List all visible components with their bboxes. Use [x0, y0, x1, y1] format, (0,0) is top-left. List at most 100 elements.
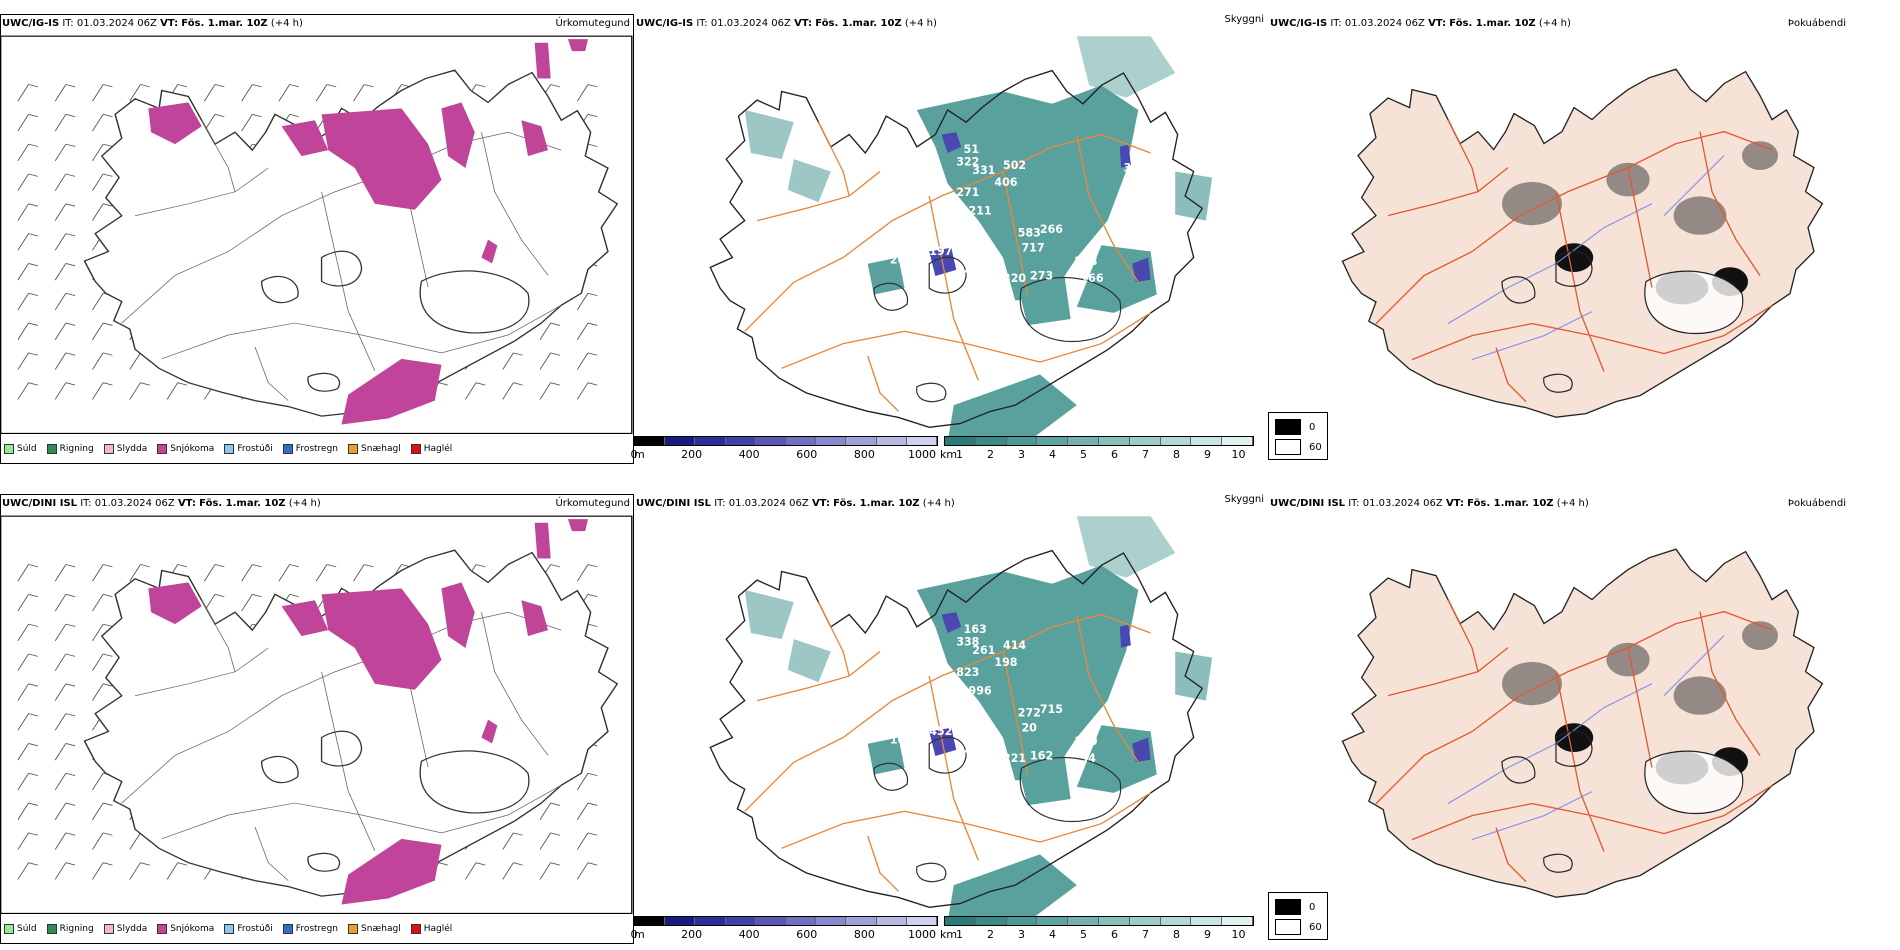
- vis-value-label: 258: [1074, 255, 1097, 268]
- valid-time: Fös. 1.mar. 10Z: [833, 498, 920, 509]
- param-precip-type: Úrkomutegund: [555, 498, 630, 509]
- vis-value-label: 221: [1003, 752, 1026, 765]
- unit-km: km: [940, 448, 958, 461]
- fog-panel: UWC/IG-IS IT: 01.03.2024 06Z VT: Fös. 1.…: [1268, 14, 1900, 464]
- panel-header: UWC/DINI ISL IT: 01.03.2024 06Z VT: Fös.…: [636, 498, 955, 509]
- precip-panel: UWC/DINI ISL IT: 01.03.2024 06Z VT: Fös.…: [0, 494, 634, 944]
- legend-item: Slydda: [103, 924, 147, 934]
- vis-value-label: 406: [994, 176, 1017, 189]
- init-time: 01.03.2024 06Z: [1362, 498, 1443, 509]
- visibility-panel: UWC/IG-IS IT: 01.03.2024 06Z VT: Fös. 1.…: [631, 14, 1268, 464]
- vis-value-label: 272: [1018, 707, 1041, 720]
- unit-km: km: [940, 928, 958, 941]
- lead-time: (+4 h): [904, 18, 937, 29]
- vis-value-label: 583: [1018, 227, 1041, 240]
- valid-time: Fös. 1.mar. 10Z: [1467, 498, 1554, 509]
- visibility-scale-km: 1 2 3 4 5 6 7 8 9 10: [944, 916, 1254, 941]
- panel-header: UWC/DINI ISL IT: 01.03.2024 06Z VT: Fös.…: [1270, 498, 1589, 509]
- vis-value-label: 452: [929, 725, 952, 738]
- vis-value-label: 338: [956, 635, 979, 648]
- fog-legend: 0 60: [1268, 412, 1328, 460]
- legend-item: Snjókoma: [157, 444, 214, 454]
- param-precip-type: Úrkomutegund: [555, 18, 630, 29]
- visibility-scale-km: 1 2 3 4 5 6 7 8 9 10: [944, 436, 1254, 461]
- unit-m: m: [634, 928, 645, 941]
- vis-value-label: 823: [956, 666, 979, 679]
- legend-item: Snæhagl: [348, 924, 401, 934]
- legend-item: Haglél: [410, 924, 452, 934]
- legend-item: Rigning: [46, 924, 94, 934]
- vis-value-label: 211: [969, 204, 992, 217]
- legend-item: Frostregn: [282, 924, 338, 934]
- legend-item: Frostúði: [224, 924, 273, 934]
- visibility-scale-m: 0 200 400 600 800 1000: [631, 436, 938, 461]
- precip-map: [0, 35, 633, 435]
- fog-legend: 0 60: [1268, 892, 1328, 940]
- panel-header: UWC/IG-IS IT: 01.03.2024 06Z VT: Fös. 1.…: [2, 18, 303, 29]
- precip-map: [0, 515, 633, 914]
- model-name: UWC/IG-IS: [1270, 18, 1328, 29]
- legend-item: Slydda: [103, 444, 147, 454]
- vis-value-label: 34: [1080, 752, 1096, 765]
- param-visibility: Skyggni: [1224, 494, 1264, 505]
- vis-value-label: 271: [956, 186, 979, 199]
- legend-item: Frostúði: [224, 444, 273, 454]
- vis-value-label: 20: [1021, 721, 1037, 734]
- fog-index-map: [1268, 35, 1886, 432]
- vis-value-label: 15: [1126, 664, 1141, 677]
- visibility-panel: UWC/DINI ISL IT: 01.03.2024 06Z VT: Fös.…: [631, 494, 1268, 944]
- lead-time: (+4 h): [1556, 498, 1589, 509]
- snow-areas: [148, 39, 588, 425]
- vis-value-label: 996: [969, 684, 992, 697]
- precip-legend: Súld Rigning Slydda Snjókoma Frostúði Fr…: [4, 924, 452, 934]
- vis-value-label: 320: [1003, 272, 1026, 285]
- param-visibility: Skyggni: [1224, 14, 1264, 25]
- vis-value-label: 10: [890, 734, 906, 747]
- vis-value-label: 322: [956, 155, 979, 168]
- snow-areas: [148, 519, 588, 905]
- legend-item: Súld: [4, 924, 37, 934]
- legend-item: Frostregn: [282, 444, 338, 454]
- lead-time: (+4 h): [270, 18, 303, 29]
- fog-index-map: [1268, 515, 1886, 912]
- vis-value-label: 266: [1040, 223, 1063, 236]
- vis-value-label: 163: [964, 623, 987, 636]
- vis-value-label: 51: [964, 143, 979, 156]
- vis-value-label: 261: [972, 644, 995, 657]
- param-fog-index: Þokuábendi: [1787, 498, 1846, 509]
- legend-item: Haglél: [410, 444, 452, 454]
- valid-time: Fös. 1.mar. 10Z: [815, 18, 902, 29]
- vis-value-label: 502: [1003, 159, 1026, 172]
- unit-m: m: [634, 448, 645, 461]
- vis-value-label: 414: [1003, 639, 1026, 652]
- lead-time: (+4 h): [922, 498, 955, 509]
- legend-item: Snjókoma: [157, 924, 214, 934]
- precip-legend: Súld Rigning Slydda Snjókoma Frostúði Fr…: [4, 444, 452, 454]
- vis-value-label: 100: [1074, 735, 1097, 748]
- model-name: UWC/DINI ISL: [2, 498, 78, 509]
- vis-value-label: 162: [1030, 750, 1053, 763]
- init-time: 01.03.2024 06Z: [1344, 18, 1425, 29]
- vis-value-label: 331: [972, 164, 995, 177]
- param-fog-index: Þokuábendi: [1787, 18, 1846, 29]
- vis-value-label: 259: [964, 742, 987, 755]
- lead-time: (+4 h): [1538, 18, 1571, 29]
- legend-item: Snæhagl: [348, 444, 401, 454]
- model-name: UWC/DINI ISL: [1270, 498, 1346, 509]
- lead-time: (+4 h): [288, 498, 321, 509]
- panel-header: UWC/DINI ISL IT: 01.03.2024 06Z VT: Fös.…: [2, 498, 321, 509]
- vis-value-label: 80: [1126, 184, 1142, 197]
- visibility-scale-m: 0 200 400 600 800 1000: [631, 916, 938, 941]
- fog-panel: UWC/DINI ISL IT: 01.03.2024 06Z VT: Fös.…: [1268, 494, 1900, 944]
- init-time: 01.03.2024 06Z: [710, 18, 791, 29]
- vis-value-label: 166: [1080, 272, 1103, 285]
- model-name: UWC/IG-IS: [636, 18, 694, 29]
- panel-header: UWC/IG-IS IT: 01.03.2024 06Z VT: Fös. 1.…: [1270, 18, 1571, 29]
- vis-value-label: 717: [1021, 241, 1044, 254]
- init-time: 01.03.2024 06Z: [76, 18, 157, 29]
- legend-item: Súld: [4, 444, 37, 454]
- vis-value-label: 715: [1040, 703, 1063, 716]
- vis-value-label: 20: [890, 254, 906, 267]
